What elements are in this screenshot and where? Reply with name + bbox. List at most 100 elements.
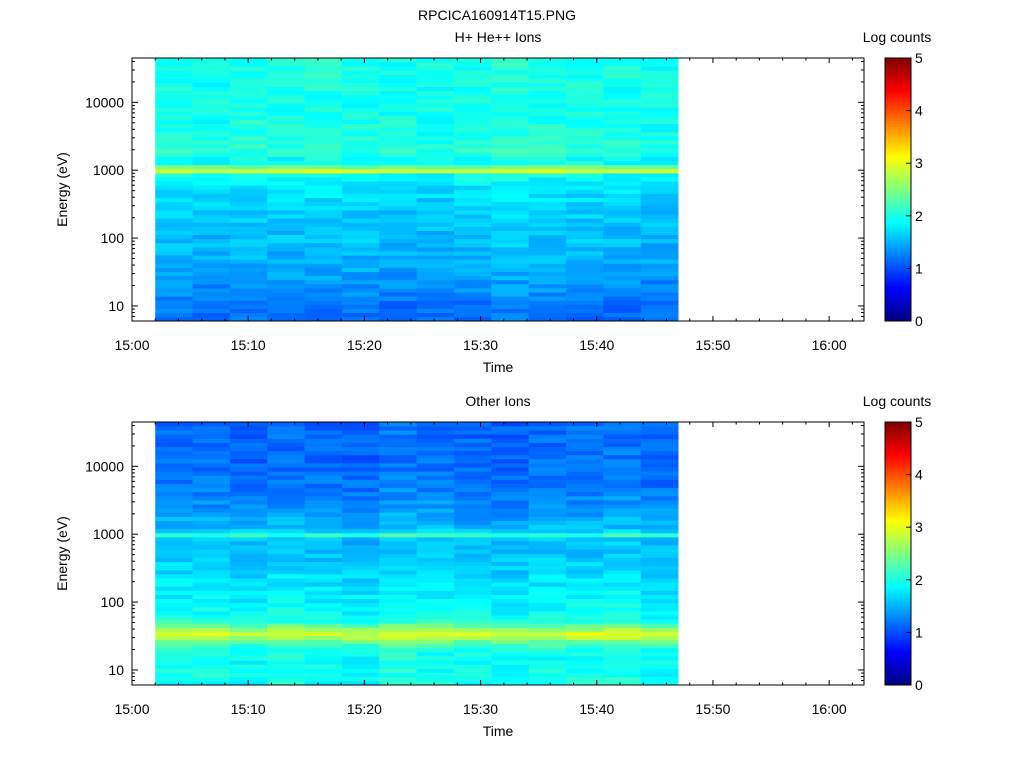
heatmap-cell (341, 565, 380, 571)
heatmap-cell (528, 74, 567, 79)
colorbar-segment (885, 157, 911, 161)
colorbar-segment (885, 603, 911, 607)
heatmap-cell (192, 209, 231, 215)
heatmap-cell (379, 590, 418, 595)
heatmap-cell (528, 623, 567, 628)
heatmap-cell (416, 296, 455, 301)
heatmap-cell (528, 172, 567, 178)
heatmap-cell (379, 655, 418, 661)
heatmap-cell (155, 499, 193, 505)
heatmap-cell (341, 296, 380, 301)
colorbar-segment (885, 170, 911, 175)
heatmap-cell (491, 602, 530, 608)
colorbar-segment (885, 568, 911, 573)
heatmap-cell (341, 544, 380, 550)
heatmap-cell (341, 82, 380, 88)
heatmap-cell (603, 499, 642, 505)
heatmap-cell (155, 446, 193, 452)
heatmap-cell (267, 296, 306, 301)
heatmap-cell (155, 532, 193, 538)
heatmap-cell (229, 606, 268, 612)
heatmap-cell (454, 287, 492, 293)
heatmap-cell (491, 304, 530, 309)
heatmap-cell (267, 152, 306, 157)
heatmap-cell (379, 254, 418, 260)
colorbar-segment (885, 426, 911, 431)
y-tick-label: 10 (108, 662, 124, 678)
heatmap-cell (416, 254, 455, 260)
heatmap-cell (528, 434, 567, 439)
heatmap-cell (229, 94, 268, 100)
heatmap-cell (416, 499, 455, 505)
heatmap-cell (267, 82, 306, 88)
heatmap-cell (304, 627, 343, 632)
heatmap-cell (379, 532, 418, 538)
heatmap-cell (528, 205, 567, 211)
heatmap-cell (379, 102, 418, 108)
heatmap-cell (341, 308, 380, 314)
heatmap-cell (229, 454, 268, 460)
heatmap-cell (528, 90, 567, 96)
heatmap-cell (491, 540, 530, 546)
heatmap-cell (491, 487, 530, 493)
colorbar-segment (885, 629, 911, 633)
heatmap-cell (416, 217, 455, 223)
heatmap-cell (304, 442, 343, 447)
heatmap-cell (341, 148, 380, 153)
heatmap-cell (416, 680, 455, 686)
heatmap-cell (416, 259, 455, 264)
heatmap-cell (528, 491, 567, 497)
colorbar-segment (885, 141, 911, 146)
heatmap-cell (267, 259, 306, 264)
heatmap-cell (229, 185, 268, 190)
heatmap-cell (155, 291, 193, 297)
heatmap-cell (155, 631, 193, 636)
heatmap-cell (416, 647, 455, 653)
heatmap-cell (416, 655, 455, 661)
colorbar-segment (885, 555, 911, 560)
heatmap-cell (528, 111, 567, 116)
heatmap-cell (155, 544, 193, 550)
heatmap-cell (192, 78, 231, 83)
heatmap-cell (229, 65, 268, 71)
heatmap-cell (379, 549, 418, 554)
heatmap-cell (267, 544, 306, 550)
heatmap-cell (155, 660, 193, 665)
heatmap-cell (528, 201, 567, 207)
heatmap-cell (379, 304, 418, 309)
heatmap-cell (416, 544, 455, 550)
colorbar-segment (885, 147, 911, 151)
heatmap-cell (304, 230, 343, 235)
heatmap-cell (416, 512, 455, 517)
heatmap-cell (566, 561, 604, 567)
heatmap-cell (379, 512, 418, 517)
heatmap-cell (603, 135, 642, 141)
heatmap-cell (379, 425, 418, 431)
heatmap-cell (491, 532, 530, 538)
heatmap-cell (304, 316, 343, 322)
heatmap-cell (491, 185, 530, 190)
heatmap-cell (304, 201, 343, 207)
heatmap-cell (491, 160, 530, 166)
heatmap-cell (192, 676, 231, 682)
plot-frame (131, 57, 865, 322)
heatmap-cell (566, 180, 604, 186)
heatmap-cell (229, 487, 268, 493)
heatmap-cell (416, 602, 455, 608)
heatmap-cell (229, 213, 268, 219)
heatmap-cell (640, 160, 679, 166)
heatmap-cell (379, 226, 418, 231)
heatmap-cell (416, 65, 455, 71)
heatmap-cell (491, 316, 530, 322)
heatmap-cell (229, 466, 268, 472)
heatmap-cell (155, 205, 193, 211)
heatmap-cell (566, 512, 604, 517)
heatmap-cell (528, 254, 567, 260)
heatmap-cell (192, 429, 231, 435)
heatmap-cell (267, 623, 306, 628)
heatmap-cell (341, 160, 380, 166)
heatmap-cell (416, 185, 455, 190)
heatmap-cell (491, 209, 530, 215)
heatmap-cell (304, 573, 343, 579)
heatmap-cell (155, 462, 193, 468)
